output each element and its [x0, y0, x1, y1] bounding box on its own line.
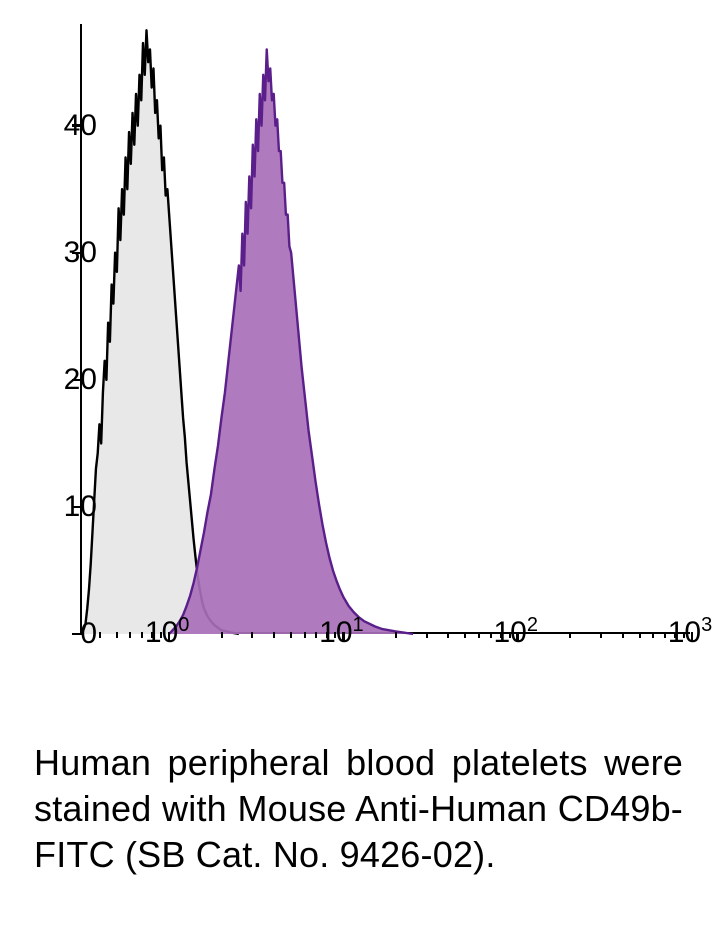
x-tick-label: 102 — [493, 618, 538, 648]
x-tick-minor — [129, 632, 131, 638]
x-tick-minor — [447, 632, 449, 638]
histogram-fill-stained — [169, 49, 413, 634]
x-tick-minor — [569, 632, 571, 638]
x-tick-minor — [490, 632, 492, 638]
x-tick-minor — [273, 632, 275, 638]
x-tick-minor — [652, 632, 654, 638]
x-tick-minor — [304, 632, 306, 638]
x-tick-minor — [251, 632, 253, 638]
histogram-svg — [82, 24, 692, 634]
y-tick-label: 10 — [64, 492, 97, 522]
x-tick-minor — [600, 632, 602, 638]
y-tick-label: 0 — [80, 619, 97, 649]
plot-area — [80, 24, 690, 634]
x-tick-minor — [622, 632, 624, 638]
figure-container: 0 10 20 30 40 100 101 102 103 Human peripheral … — [0, 0, 717, 935]
y-tick-label: 40 — [64, 111, 97, 141]
x-tick-minor — [290, 632, 292, 638]
x-tick-label: 100 — [145, 618, 190, 648]
x-tick-minor — [116, 632, 118, 638]
x-tick-label: 101 — [319, 618, 364, 648]
x-tick-minor — [315, 632, 317, 638]
x-tick-minor — [478, 632, 480, 638]
figure-caption: Human peripheral blood platelets were st… — [34, 740, 683, 878]
y-tick-label: 30 — [64, 238, 97, 268]
x-tick-minor — [141, 632, 143, 638]
chart-frame — [80, 24, 690, 684]
x-tick-minor — [664, 632, 666, 638]
x-tick-minor — [639, 632, 641, 638]
x-tick-label: 103 — [668, 618, 713, 648]
x-tick-minor — [221, 632, 223, 638]
x-tick-minor — [464, 632, 466, 638]
x-tick-minor — [99, 632, 101, 638]
y-tick-label: 20 — [64, 365, 97, 395]
x-tick-minor — [395, 632, 397, 638]
x-tick-minor — [426, 632, 428, 638]
